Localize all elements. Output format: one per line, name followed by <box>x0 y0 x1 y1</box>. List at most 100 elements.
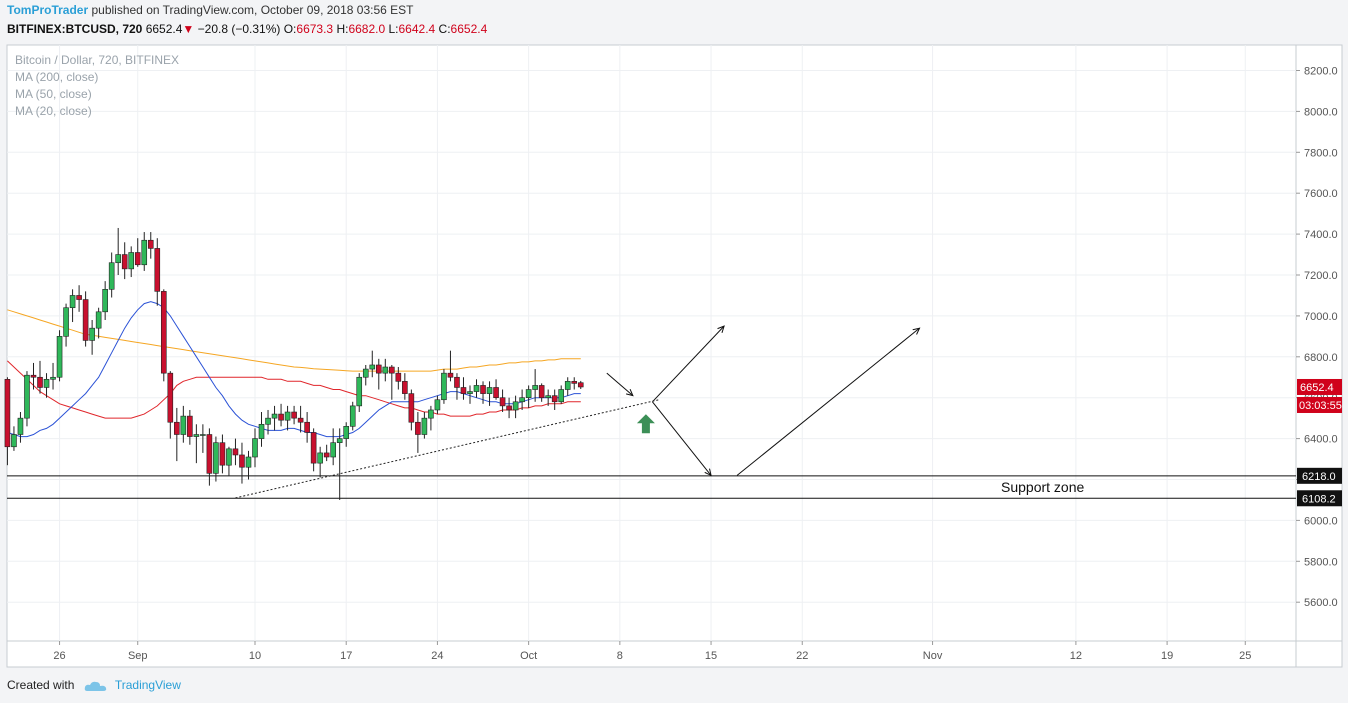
candle-body <box>187 415 193 437</box>
price-tick-label: 6800.0 <box>1304 352 1338 364</box>
price-tick-label: 5600.0 <box>1304 597 1338 609</box>
candle-body <box>69 295 76 309</box>
candle-body <box>317 452 323 464</box>
candle-body <box>193 434 200 437</box>
price-tick-label: 7000.0 <box>1304 311 1338 323</box>
published-text: published on TradingView.com, October 09… <box>91 3 414 17</box>
candle-body <box>50 376 56 380</box>
candle-body <box>434 399 441 411</box>
candle-body <box>460 387 467 394</box>
candle-body <box>506 405 512 411</box>
ascending-trendline[interactable] <box>235 399 660 499</box>
candle <box>402 373 408 400</box>
candle <box>336 428 343 500</box>
price-tick-label: 7200.0 <box>1304 270 1338 282</box>
candle-body <box>160 291 167 374</box>
candle-body <box>278 413 284 421</box>
candle-body <box>571 381 578 384</box>
candle <box>82 291 89 347</box>
ohlc-line: BITFINEX:BTCUSD, 720 6652.4▼ −20.8 (−0.3… <box>7 22 487 36</box>
candle-body <box>82 299 89 341</box>
support-zone <box>7 475 1296 499</box>
high-value: 6682.0 <box>348 22 386 36</box>
candle <box>56 330 63 382</box>
candle-body <box>232 448 239 456</box>
candle-body <box>121 254 128 270</box>
candle <box>30 362 37 390</box>
price-tick-label: 7600.0 <box>1304 188 1338 200</box>
candle <box>121 242 128 280</box>
time-tick-label: Sep <box>128 650 148 662</box>
last-price-tag-text: 6652.4 <box>1300 382 1334 394</box>
time-axis: 26 Sep 10 17 24 Oct 8 15 22 Nov 12 19 25 <box>53 641 1251 662</box>
down-arrow-icon: ▼ <box>182 22 195 36</box>
price-tick-label: 8000.0 <box>1304 106 1338 118</box>
candle-body <box>480 385 486 394</box>
candle-body <box>362 368 369 378</box>
projection-arrow <box>606 372 634 397</box>
candle <box>147 232 154 259</box>
candle-body <box>577 382 584 388</box>
candle <box>564 377 571 396</box>
footer: Created with TradingView <box>7 678 181 692</box>
price-chart[interactable]: 5600.05800.06000.06200.06400.06600.06800… <box>0 40 1348 672</box>
candle <box>232 438 239 466</box>
candle <box>408 389 415 431</box>
candle <box>356 373 363 413</box>
price-tick-label: 7400.0 <box>1304 229 1338 241</box>
candle-body <box>493 387 499 399</box>
candle-body <box>265 417 271 425</box>
candle-body <box>115 254 121 264</box>
candle-body <box>519 397 525 403</box>
candle-body <box>284 411 291 421</box>
candle-body <box>134 252 141 266</box>
candle-body <box>538 385 545 398</box>
author-link[interactable]: TomProTrader <box>7 3 89 17</box>
time-tick-label: 24 <box>431 650 443 662</box>
candle-body <box>108 262 115 290</box>
candle <box>525 385 532 408</box>
candle-body <box>297 417 304 423</box>
arrow-head-icon <box>625 389 634 397</box>
candle <box>447 350 454 382</box>
price-tick-label: 6000.0 <box>1304 515 1338 527</box>
candle-body <box>402 381 408 394</box>
arrow-shaft <box>606 372 634 397</box>
candle-body <box>128 252 135 270</box>
candle <box>284 405 291 431</box>
candle-body <box>369 364 376 370</box>
candle <box>291 405 297 425</box>
ma50-line <box>7 360 581 419</box>
legend-ma200: MA (200, close) <box>15 70 98 84</box>
arrow-shaft <box>652 325 725 403</box>
candle-body <box>421 417 428 435</box>
candle <box>141 232 148 271</box>
candle <box>95 307 102 339</box>
candle <box>304 412 310 443</box>
candle-body <box>147 239 154 249</box>
time-tick-label: Oct <box>520 650 537 662</box>
legend-ma50: MA (50, close) <box>15 87 92 101</box>
candle-body <box>395 372 402 382</box>
candle <box>362 364 369 386</box>
candle-body <box>330 442 336 458</box>
time-tick-label: 19 <box>1161 650 1173 662</box>
candle <box>167 371 174 439</box>
time-tick-label: 15 <box>705 650 717 662</box>
candle-body <box>447 372 454 378</box>
candle-body <box>551 395 558 403</box>
candle-body <box>473 385 480 392</box>
candle-body <box>17 417 24 435</box>
candle <box>506 397 512 419</box>
candle-body <box>467 391 473 394</box>
candle-body <box>486 387 493 394</box>
candle-body <box>304 421 310 433</box>
candle <box>219 434 226 474</box>
candle <box>571 377 578 390</box>
tradingview-link[interactable]: TradingView <box>114 678 181 692</box>
candle <box>50 362 56 390</box>
price-change: −20.8 (−0.31%) <box>197 22 281 36</box>
candle <box>134 238 141 267</box>
candle-body <box>245 456 252 468</box>
candle <box>4 377 11 466</box>
